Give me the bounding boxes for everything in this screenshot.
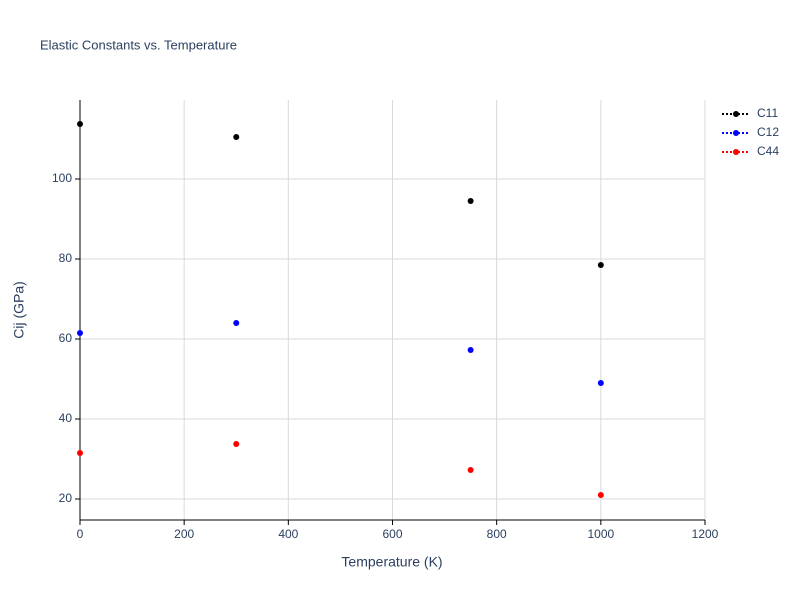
x-tick-label: 0	[77, 527, 84, 541]
point	[233, 441, 240, 447]
legend-marker	[733, 111, 739, 117]
point	[77, 450, 83, 456]
chart-title: Elastic Constants vs. Temperature	[40, 37, 237, 52]
legend-label: C11	[757, 106, 778, 120]
x-tick-label: 800	[487, 527, 507, 541]
y-tick-label: 100	[52, 171, 72, 185]
y-axis-label: Cij (GPa)	[11, 281, 27, 339]
point	[77, 121, 83, 127]
legend-label: C12	[757, 125, 779, 139]
legend-marker	[733, 130, 739, 136]
point	[597, 380, 604, 386]
point	[467, 467, 474, 473]
y-tick-label: 20	[59, 491, 73, 505]
x-tick-label: 1200	[692, 527, 719, 541]
legend-marker	[733, 149, 739, 155]
x-axis-label: Temperature (K)	[341, 554, 442, 570]
point	[467, 347, 474, 353]
legend-label: C44	[757, 144, 779, 158]
point	[597, 262, 604, 268]
point	[233, 320, 240, 326]
x-tick-label: 600	[382, 527, 402, 541]
y-tick-label: 40	[59, 411, 73, 425]
point	[233, 134, 240, 140]
point	[597, 492, 604, 498]
x-tick-label: 200	[174, 527, 194, 541]
y-tick-label: 80	[59, 251, 73, 265]
x-tick-label: 1000	[587, 527, 614, 541]
point	[467, 198, 474, 204]
x-tick-label: 400	[278, 527, 298, 541]
y-tick-label: 60	[59, 331, 73, 345]
point	[77, 330, 83, 336]
